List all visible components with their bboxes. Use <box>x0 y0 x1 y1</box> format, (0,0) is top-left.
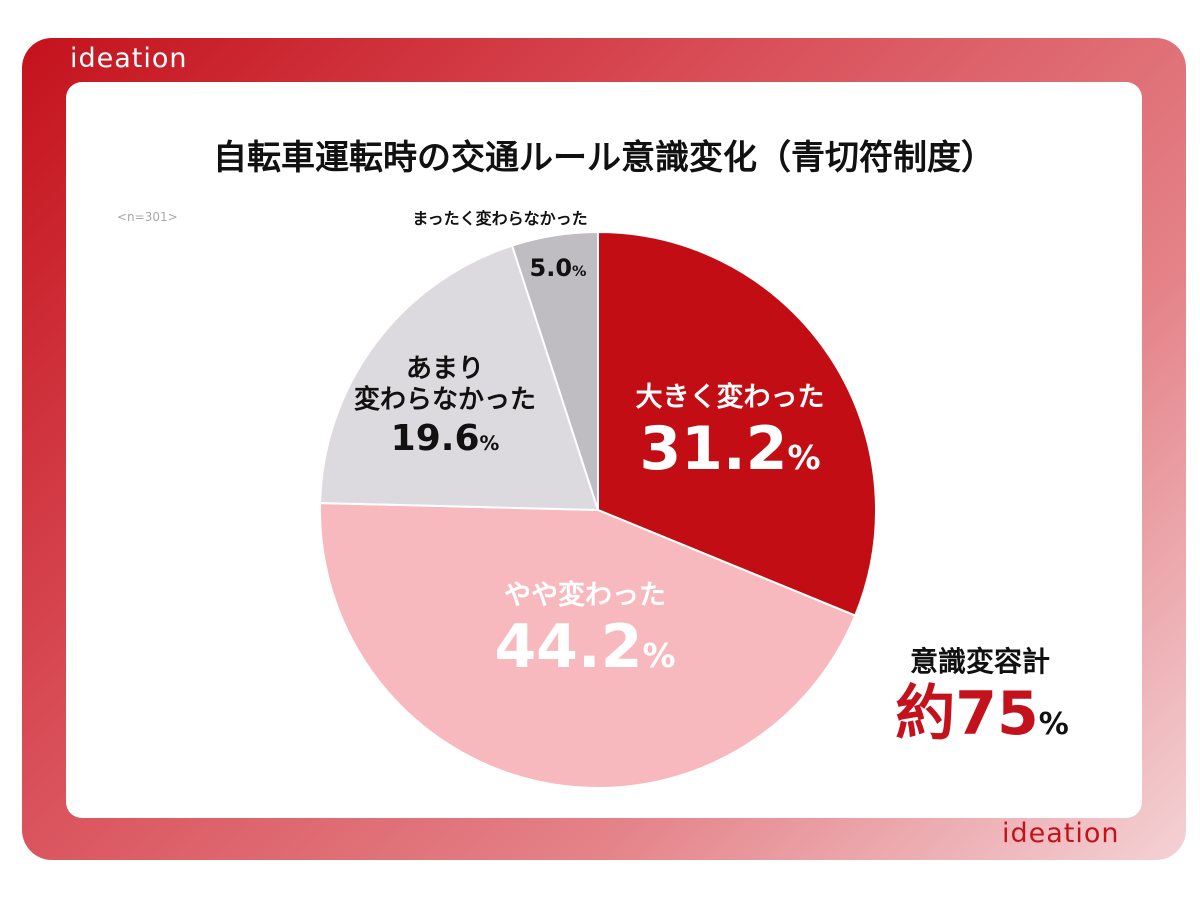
slice-name-no-change: まったく変わらなかった <box>412 209 588 228</box>
slice-name-little-change-line1: あまり <box>405 354 484 384</box>
slice-value-no-change: 5.0% <box>529 254 587 282</box>
pie-slice-some-change <box>319 501 857 789</box>
slice-name-some-change: やや変わった <box>504 580 666 611</box>
slice-label-big-change: 大きく変わった 31.2% <box>605 382 855 484</box>
brand-logo-bottom: ideation <box>1002 818 1120 849</box>
slice-label-little-change: あまり 変わらなかった 19.6% <box>335 354 555 460</box>
pie-slice-no-change <box>510 230 599 511</box>
summary-value: 約75% <box>895 679 1069 749</box>
sample-size-note: <n=301> <box>117 210 178 224</box>
slice-value-big-change: 31.2% <box>639 414 821 485</box>
slice-value-little-change: 19.6% <box>390 418 500 460</box>
slice-label-some-change: やや変わった 44.2% <box>450 580 720 682</box>
slice-name-big-change: 大きく変わった <box>635 382 825 413</box>
slice-name-little-change-line2: 変わらなかった <box>353 385 536 416</box>
summary-label: 意識変容計 <box>909 645 1050 678</box>
pie-slice-little-change <box>319 244 600 512</box>
pie-slice-big-change <box>597 230 877 617</box>
brand-logo-top: ideation <box>70 43 188 74</box>
chart-title: 自転車運転時の交通ルール意識変化（青切符制度） <box>213 138 995 178</box>
slice-value-some-change: 44.2% <box>494 612 676 683</box>
